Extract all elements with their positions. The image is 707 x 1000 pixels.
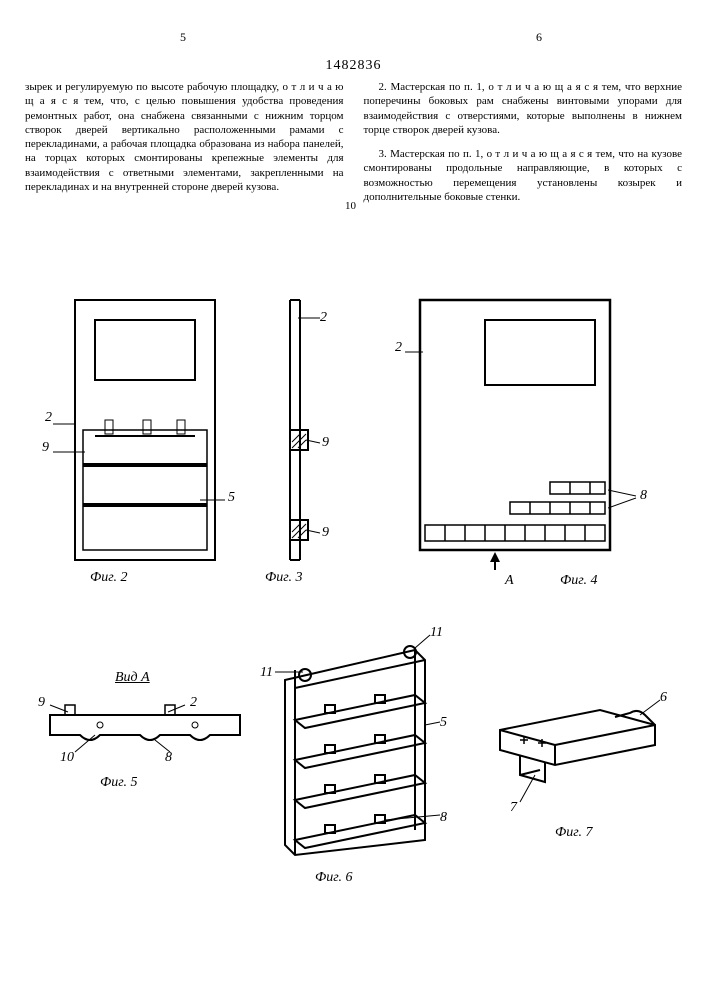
line-marker-10: 10 xyxy=(345,200,356,212)
fig4-callout-A: А xyxy=(505,573,514,589)
fig4-callout-2: 2 xyxy=(395,340,402,356)
fig5-leaders xyxy=(40,700,250,760)
fig3-label: Фиг. 3 xyxy=(265,570,303,586)
fig2-callout-9: 9 xyxy=(42,440,49,456)
fig2-label: Фиг. 2 xyxy=(90,570,128,586)
column-right: 2. Мастерская по п. 1, о т л и ч а ю щ а… xyxy=(364,80,683,204)
fig2-leader-5 xyxy=(200,495,230,505)
text-columns: зырек и регулируемую по высоте рабочую п… xyxy=(25,80,682,204)
figure-2 xyxy=(55,290,235,570)
column-left: зырек и регулируемую по высоте рабочую п… xyxy=(25,80,344,204)
fig5-title: Вид A xyxy=(115,670,150,686)
page-number-right: 6 xyxy=(536,30,542,45)
fig2-callout-2: 2 xyxy=(45,410,52,426)
claim-3: 3. Мастерская по п. 1, о т л и ч а ю щ а… xyxy=(364,147,683,204)
fig4-leader-2 xyxy=(405,348,425,356)
fig4-label: Фиг. 4 xyxy=(560,573,598,589)
document-number: 1482836 xyxy=(0,58,707,74)
fig4-leader-8 xyxy=(608,488,643,513)
fig7-leaders xyxy=(490,690,670,810)
fig6-label: Фиг. 6 xyxy=(315,870,353,886)
fig3-leaders xyxy=(298,310,328,550)
fig2-leader-9 xyxy=(53,448,88,456)
figure-4 xyxy=(400,290,630,570)
fig6-leaders xyxy=(255,630,455,860)
fig2-leader-2 xyxy=(53,420,78,428)
fig5-label: Фиг. 5 xyxy=(100,775,138,791)
fig7-label: Фиг. 7 xyxy=(555,825,593,841)
claim-2: 2. Мастерская по п. 1, о т л и ч а ю щ а… xyxy=(364,80,683,137)
page-number-left: 5 xyxy=(180,30,186,45)
